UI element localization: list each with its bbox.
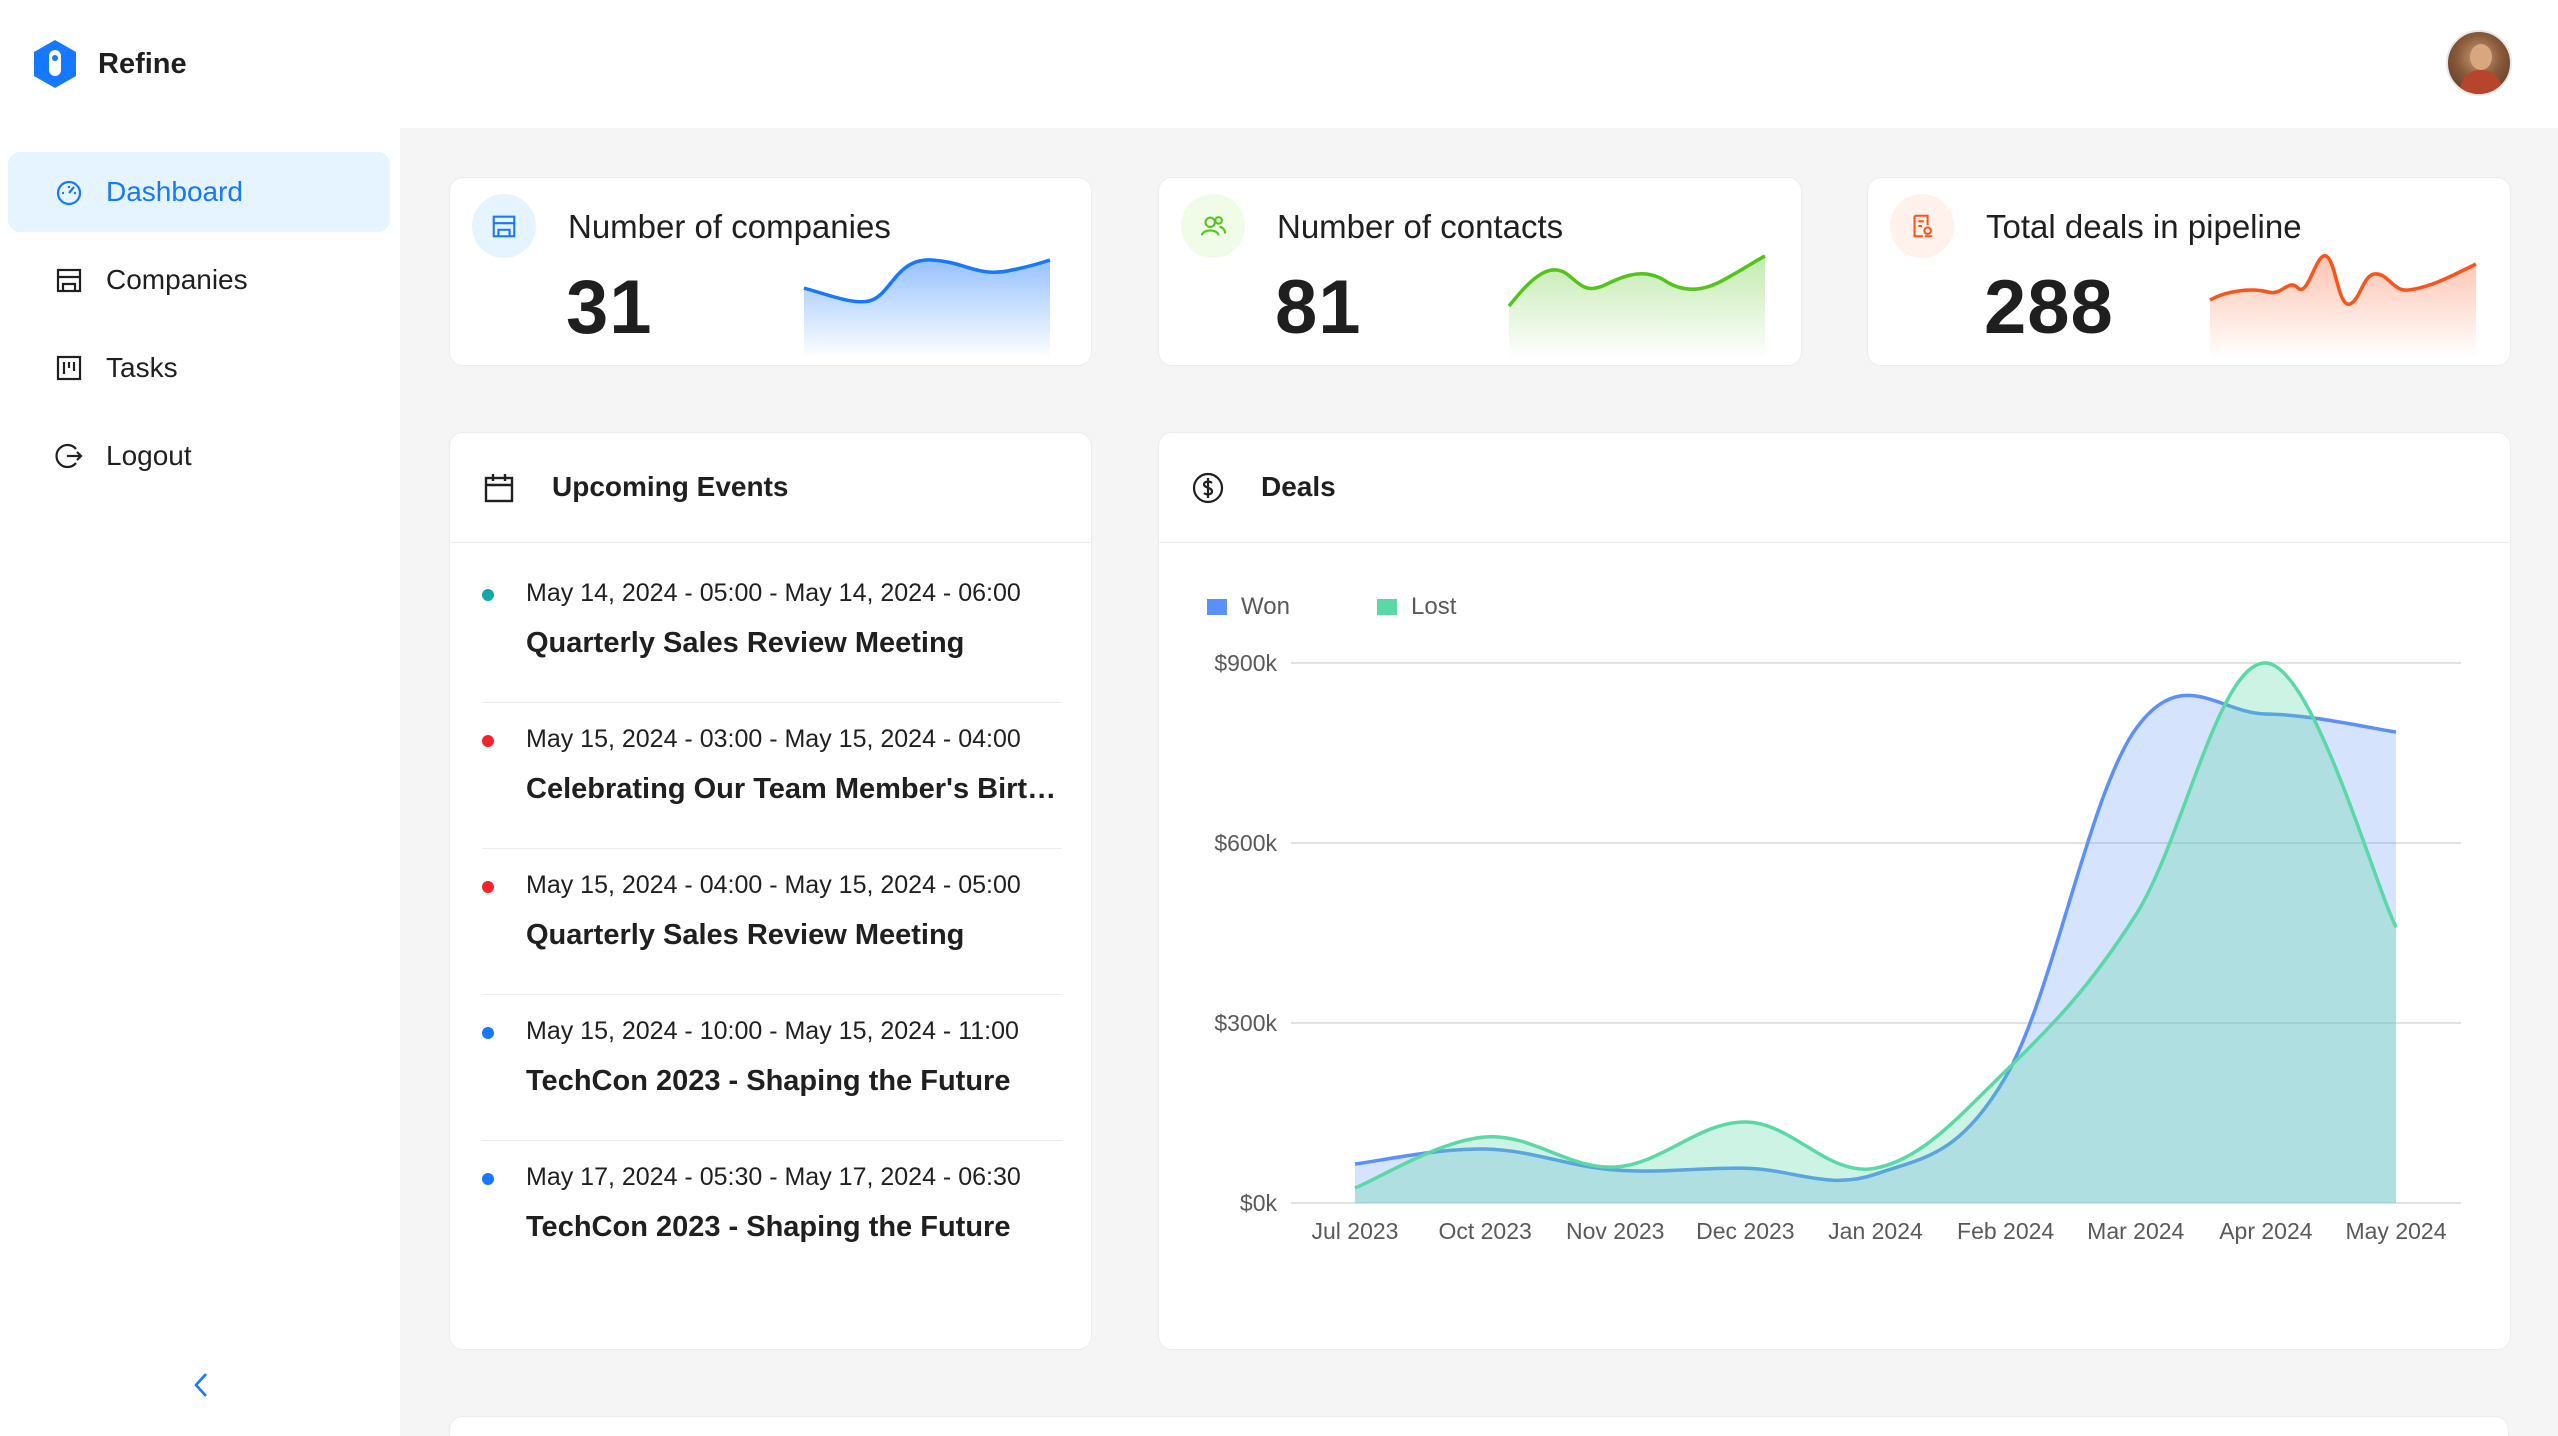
- legend-label: Won: [1241, 593, 1290, 620]
- event-time: May 17, 2024 - 05:30 - May 17, 2024 - 06…: [526, 1163, 1021, 1191]
- event-item[interactable]: May 14, 2024 - 05:00 - May 14, 2024 - 06…: [482, 557, 1062, 703]
- event-item[interactable]: May 15, 2024 - 04:00 - May 15, 2024 - 05…: [482, 849, 1062, 995]
- stat-value: 31: [566, 265, 653, 350]
- sidebar-item-dashboard[interactable]: Dashboard: [8, 152, 390, 232]
- companies-sparkline: [803, 258, 1051, 358]
- legend-swatch: [1207, 599, 1227, 615]
- chevron-left-icon[interactable]: [186, 1368, 216, 1402]
- sidebar: Dashboard Companies Tasks Logout: [0, 128, 400, 1436]
- shop-icon: [472, 194, 536, 258]
- event-title: TechCon 2023 - Shaping the Future: [526, 1211, 1011, 1243]
- sidebar-item-label: Dashboard: [106, 176, 243, 207]
- x-tick-label: Apr 2024: [2219, 1218, 2313, 1244]
- x-tick-label: May 2024: [2345, 1218, 2446, 1244]
- deals-sparkline: [2209, 254, 2477, 358]
- y-tick-label: $600k: [1214, 830, 1277, 856]
- logout-icon: [55, 443, 83, 469]
- legend-item-lost[interactable]: Lost: [1377, 593, 1456, 621]
- card-header: Upcoming Events: [450, 433, 1091, 543]
- sidebar-item-logout[interactable]: Logout: [8, 416, 390, 496]
- stat-value: 81: [1275, 265, 1362, 350]
- app-name: Refine: [98, 47, 187, 80]
- user-avatar[interactable]: [2446, 30, 2512, 96]
- stat-card-companies: Number of companies 31: [449, 177, 1092, 366]
- event-title: TechCon 2023 - Shaping the Future: [526, 1065, 1011, 1097]
- upcoming-events-card: Upcoming Events May 14, 2024 - 05:00 - M…: [449, 432, 1092, 1350]
- x-tick-label: Oct 2023: [1438, 1218, 1531, 1244]
- dashboard-icon: [56, 180, 82, 206]
- refine-logo-icon: [34, 40, 76, 88]
- event-color-dot: [482, 735, 494, 747]
- series-area-lost: [1355, 662, 2396, 1203]
- x-tick-label: Nov 2023: [1566, 1218, 1664, 1244]
- legend-label: Lost: [1411, 593, 1457, 620]
- event-time: May 15, 2024 - 10:00 - May 15, 2024 - 11…: [526, 1017, 1019, 1045]
- stat-title: Number of contacts: [1277, 208, 1564, 245]
- event-time: May 14, 2024 - 05:00 - May 14, 2024 - 06…: [526, 579, 1021, 607]
- top-header: Refine: [0, 0, 2558, 128]
- y-tick-label: $0k: [1240, 1190, 1278, 1216]
- event-title: Quarterly Sales Review Meeting: [526, 919, 965, 951]
- series-area-won: [1355, 695, 2396, 1203]
- y-tick-label: $300k: [1214, 1010, 1277, 1036]
- sidebar-item-label: Logout: [106, 440, 192, 471]
- team-icon: [1181, 194, 1245, 258]
- stat-card-deals: Total deals in pipeline 288: [1867, 177, 2511, 366]
- event-color-dot: [482, 881, 494, 893]
- stat-title: Number of companies: [568, 208, 891, 245]
- contacts-sparkline: [1507, 254, 1766, 358]
- event-time: May 15, 2024 - 03:00 - May 15, 2024 - 04…: [526, 725, 1021, 753]
- legend-swatch: [1377, 599, 1397, 615]
- deals-area-chart: $0k $300k $600k $900k Jul 2023 Oct 2023 Nov 20…: [1214, 650, 2461, 1244]
- sidebar-item-label: Tasks: [106, 352, 178, 383]
- series-line-lost: [1354, 661, 2398, 1190]
- sidebar-item-companies[interactable]: Companies: [8, 240, 390, 320]
- card-header: Deals: [1159, 433, 2510, 543]
- event-color-dot: [482, 1027, 494, 1039]
- stat-title: Total deals in pipeline: [1986, 208, 2302, 245]
- event-color-dot: [482, 1173, 494, 1185]
- x-tick-label: Mar 2024: [2087, 1218, 2184, 1244]
- event-item[interactable]: May 15, 2024 - 10:00 - May 15, 2024 - 11…: [482, 995, 1062, 1141]
- event-item[interactable]: May 17, 2024 - 05:30 - May 17, 2024 - 06…: [482, 1141, 1062, 1287]
- stat-value: 288: [1984, 265, 2114, 350]
- x-tick-label: Dec 2023: [1696, 1218, 1794, 1244]
- shop-icon: [56, 268, 82, 293]
- stat-card-contacts: Number of contacts 81: [1158, 177, 1802, 366]
- calendar-icon: [484, 474, 514, 503]
- deals-chart-card: Deals Won Lost $0k $300k $600k $900k Jul 202…: [1158, 432, 2511, 1350]
- x-tick-label: Jul 2023: [1312, 1218, 1399, 1244]
- event-color-dot: [482, 589, 494, 601]
- sidebar-item-label: Companies: [106, 264, 248, 295]
- x-tick-label: Jan 2024: [1828, 1218, 1923, 1244]
- series-line-won: [1354, 693, 2397, 1183]
- bottom-card: [449, 1416, 2509, 1436]
- audit-icon: [1890, 194, 1954, 258]
- brand[interactable]: Refine: [30, 38, 187, 90]
- legend-item-won[interactable]: Won: [1207, 593, 1290, 621]
- event-item[interactable]: May 15, 2024 - 03:00 - May 15, 2024 - 04…: [482, 703, 1066, 849]
- sidebar-item-tasks[interactable]: Tasks: [8, 328, 390, 408]
- project-icon: [56, 355, 82, 381]
- x-tick-label: Feb 2024: [1957, 1218, 2054, 1244]
- card-title: Deals: [1261, 471, 1336, 502]
- event-title: Quarterly Sales Review Meeting: [526, 627, 965, 659]
- y-tick-label: $900k: [1214, 650, 1277, 676]
- dollar-icon: [1192, 472, 1224, 504]
- card-title: Upcoming Events: [552, 471, 789, 502]
- event-title: Celebrating Our Team Member's Birthday: [526, 773, 1066, 805]
- event-time: May 15, 2024 - 04:00 - May 15, 2024 - 05…: [526, 871, 1021, 899]
